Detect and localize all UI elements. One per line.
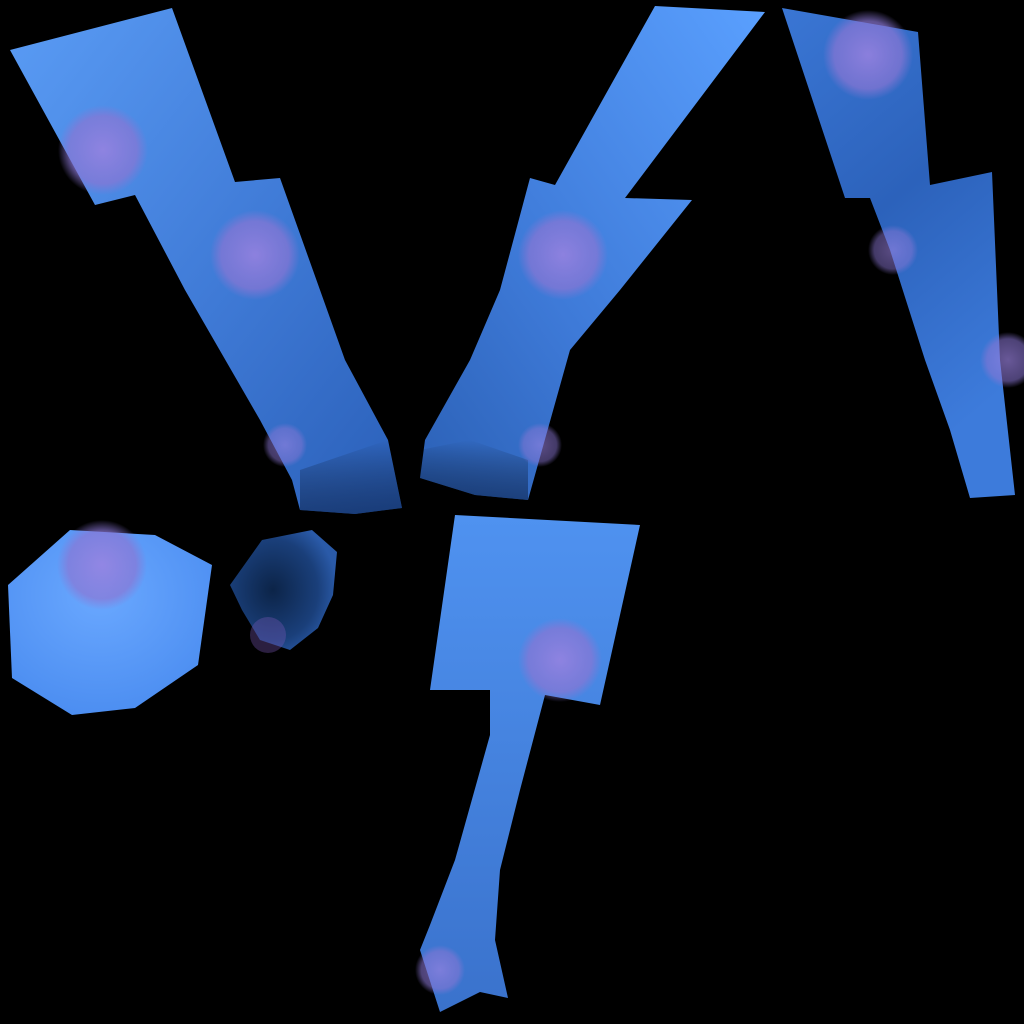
polka-dot <box>57 520 147 610</box>
lower-tail-piece <box>415 515 640 1012</box>
center-sleeve-piece <box>420 6 765 500</box>
polka-dot <box>415 945 465 995</box>
polka-dot <box>823 10 913 100</box>
polka-dot <box>210 210 300 300</box>
polka-dot <box>518 210 608 300</box>
polka-dot <box>868 225 918 275</box>
polka-dot <box>518 618 602 702</box>
polka-dot <box>518 423 562 467</box>
polka-dot <box>263 423 307 467</box>
left-sleeve-piece <box>10 8 402 514</box>
round-patch <box>8 520 212 715</box>
polka-dot <box>980 332 1024 388</box>
right-sleeve-piece <box>782 8 1024 498</box>
small-dark-patch <box>230 530 337 653</box>
polka-dot <box>58 105 148 195</box>
